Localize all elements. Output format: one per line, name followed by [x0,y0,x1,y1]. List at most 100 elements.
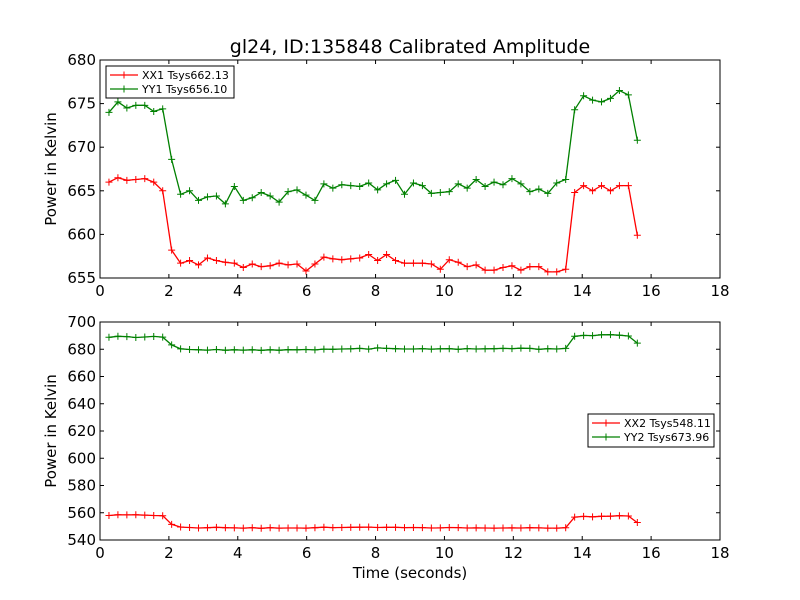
top-data-point [284,188,292,196]
bottom-data-point [562,524,570,532]
top-data-point [633,136,641,144]
top-data-point [598,182,606,190]
top-data-point [338,256,346,264]
top-data-point [589,187,597,195]
top-x-tick-label: 6 [302,282,312,300]
bottom-data-point [114,511,122,519]
bottom-x-tick-label: 6 [302,544,312,562]
top-data-point [168,155,176,163]
bottom-data-point [230,346,238,354]
bottom-data-point [266,524,274,532]
top-data-point [302,267,310,275]
bottom-data-point [418,345,426,353]
bottom-data-point [293,524,301,532]
bottom-data-point [177,345,185,353]
top-y-tick-label: 670 [67,138,96,156]
top-data-point [195,261,203,269]
top-data-point [571,189,579,197]
bottom-data-point [445,345,453,353]
top-data-point [239,264,247,272]
top-data-point [293,260,301,268]
bottom-data-point [320,345,328,353]
bottom-data-point [168,520,176,528]
top-data-point [392,176,400,184]
bottom-data-point [239,346,247,354]
top-data-point [123,104,131,112]
bottom-data-point [490,345,498,353]
bottom-data-point [347,345,355,353]
bottom-legend-label: YY2 Tsys673.96 [623,431,709,444]
bottom-data-point [535,345,543,353]
bottom-data-point [454,524,462,532]
top-data-point [490,266,498,274]
top-data-point [365,179,373,187]
top-data-point [212,257,220,265]
bottom-data-point [230,524,238,532]
bottom-data-point [535,524,543,532]
bottom-data-point [624,332,632,340]
top-data-point [221,200,229,208]
top-data-point [212,192,220,200]
bottom-data-point [606,512,614,520]
bottom-data-point [338,523,346,531]
bottom-data-point [598,512,606,520]
bottom-data-point [141,511,149,519]
bottom-x-tick-label: 8 [371,544,381,562]
bottom-data-point [427,345,435,353]
bottom-data-point [463,345,471,353]
bottom-data-point [580,512,588,520]
bottom-y-tick-label: 680 [67,340,96,358]
bottom-x-tick-label: 12 [504,544,523,562]
bottom-y-tick-label: 600 [67,449,96,467]
top-data-point [347,255,355,263]
bottom-data-point [383,523,391,531]
top-data-point [436,265,444,273]
top-data-point [329,255,337,263]
bottom-x-tick-label: 14 [573,544,592,562]
bottom-data-point [490,524,498,532]
bottom-data-point [383,344,391,352]
top-data-point [490,178,498,186]
bottom-data-point [374,344,382,352]
top-data-point [535,263,543,271]
top-data-point [633,231,641,239]
bottom-data-point [598,331,606,339]
top-data-point [624,182,632,190]
bottom-data-point [284,346,292,354]
top-data-point [186,187,194,195]
top-y-tick-label: 655 [67,269,96,287]
top-data-point [150,178,158,186]
bottom-data-point [571,513,579,521]
bottom-data-point [221,346,229,354]
top-data-point [454,258,462,266]
top-data-point [517,180,525,188]
top-data-point [615,182,623,190]
bottom-data-point [132,334,140,342]
top-legend-marker [120,85,128,93]
top-series-line-2 [108,89,638,205]
top-data-point [311,260,319,268]
bottom-data-point [203,524,211,532]
top-data-point [132,101,140,109]
bottom-data-point [275,524,283,532]
top-data-point [374,257,382,265]
top-data-point [266,262,274,270]
bottom-x-tick-label: 10 [435,544,454,562]
bottom-data-point [105,511,113,519]
bottom-data-point [338,345,346,353]
top-data-point [427,189,435,197]
top-data-point [606,94,614,102]
top-data-point [257,263,265,271]
top-data-point [141,101,149,109]
top-data-point [284,261,292,269]
bottom-data-point [150,511,158,519]
bottom-data-point [562,344,570,352]
top-data-point [463,184,471,192]
bottom-data-point [392,345,400,353]
bottom-data-point [418,524,426,532]
bottom-data-point [544,345,552,353]
bottom-data-point [329,524,337,532]
bottom-data-point [374,523,382,531]
top-axes-frame [99,59,721,279]
top-legend-label: YY1 Tsys656.10 [141,83,227,96]
